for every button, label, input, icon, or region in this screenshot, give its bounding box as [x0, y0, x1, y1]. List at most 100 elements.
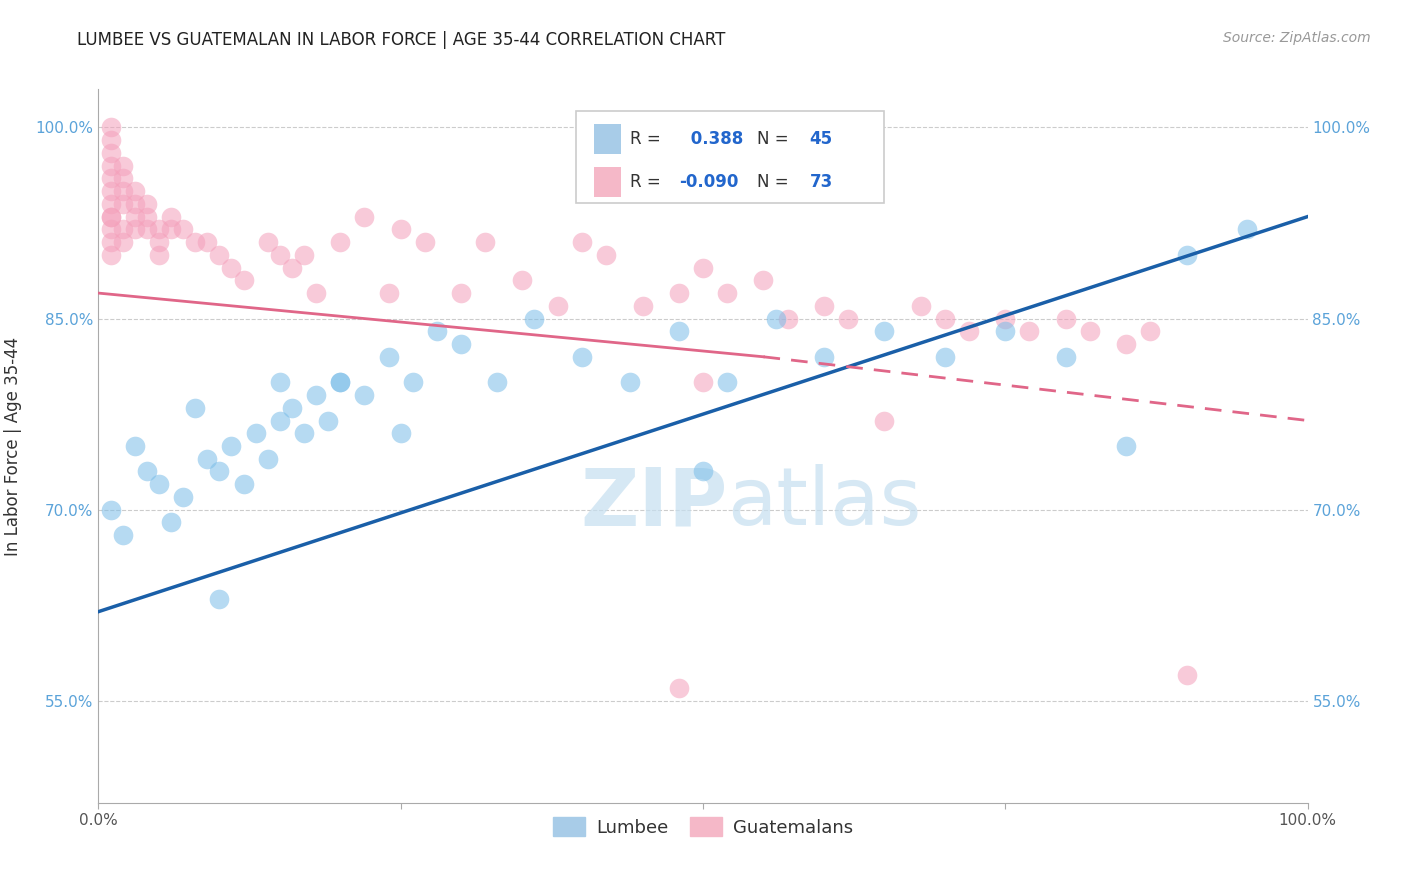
Point — [232, 273, 254, 287]
Point — [837, 311, 859, 326]
Point — [281, 401, 304, 415]
Point — [124, 439, 146, 453]
Point — [1078, 324, 1101, 338]
Point — [160, 210, 183, 224]
Point — [776, 311, 799, 326]
Text: 0.388: 0.388 — [685, 130, 744, 148]
Point — [208, 465, 231, 479]
Point — [668, 286, 690, 301]
Point — [269, 376, 291, 390]
Legend: Lumbee, Guatemalans: Lumbee, Guatemalans — [546, 810, 860, 844]
Point — [692, 465, 714, 479]
Point — [523, 311, 546, 326]
Text: N =: N = — [758, 173, 794, 191]
Point — [111, 159, 134, 173]
Point — [329, 235, 352, 249]
Point — [765, 311, 787, 326]
Point — [208, 591, 231, 606]
Point — [1115, 439, 1137, 453]
Point — [474, 235, 496, 249]
Point — [111, 528, 134, 542]
Point — [195, 451, 218, 466]
Point — [619, 376, 641, 390]
Point — [184, 235, 207, 249]
Point — [377, 350, 399, 364]
Point — [716, 376, 738, 390]
Point — [124, 222, 146, 236]
Point — [1175, 668, 1198, 682]
Point — [329, 376, 352, 390]
Point — [256, 451, 278, 466]
Point — [813, 299, 835, 313]
Point — [292, 426, 315, 441]
Point — [873, 413, 896, 427]
Point — [135, 465, 157, 479]
Y-axis label: In Labor Force | Age 35-44: In Labor Force | Age 35-44 — [4, 336, 21, 556]
Point — [595, 248, 617, 262]
Point — [389, 426, 412, 441]
Point — [111, 184, 134, 198]
Point — [413, 235, 436, 249]
Point — [692, 260, 714, 275]
Point — [195, 235, 218, 249]
Point — [148, 222, 170, 236]
Point — [281, 260, 304, 275]
Point — [172, 222, 194, 236]
Text: R =: R = — [630, 130, 666, 148]
Point — [100, 145, 122, 160]
Point — [873, 324, 896, 338]
Text: -0.090: -0.090 — [679, 173, 738, 191]
Point — [135, 210, 157, 224]
Point — [994, 324, 1017, 338]
Point — [245, 426, 267, 441]
Point — [100, 120, 122, 135]
Point — [100, 184, 122, 198]
FancyBboxPatch shape — [576, 111, 884, 203]
Point — [426, 324, 449, 338]
Point — [135, 222, 157, 236]
Point — [100, 248, 122, 262]
Point — [1236, 222, 1258, 236]
Point — [124, 184, 146, 198]
Point — [100, 197, 122, 211]
Point — [269, 413, 291, 427]
Point — [111, 235, 134, 249]
Point — [994, 311, 1017, 326]
Point — [1139, 324, 1161, 338]
Text: LUMBEE VS GUATEMALAN IN LABOR FORCE | AGE 35-44 CORRELATION CHART: LUMBEE VS GUATEMALAN IN LABOR FORCE | AG… — [77, 31, 725, 49]
Point — [934, 311, 956, 326]
Point — [716, 286, 738, 301]
Point — [752, 273, 775, 287]
Point — [510, 273, 533, 287]
Point — [389, 222, 412, 236]
Point — [221, 439, 243, 453]
Point — [1115, 337, 1137, 351]
Point — [148, 248, 170, 262]
Point — [124, 197, 146, 211]
Text: N =: N = — [758, 130, 794, 148]
Point — [135, 197, 157, 211]
Point — [100, 171, 122, 186]
Point — [160, 516, 183, 530]
Point — [450, 286, 472, 301]
Point — [100, 133, 122, 147]
Point — [100, 159, 122, 173]
Point — [668, 324, 690, 338]
Point — [353, 388, 375, 402]
Point — [402, 376, 425, 390]
Point — [329, 376, 352, 390]
Point — [148, 477, 170, 491]
Point — [305, 286, 328, 301]
Point — [631, 299, 654, 313]
Point — [160, 222, 183, 236]
Point — [377, 286, 399, 301]
Text: atlas: atlas — [727, 464, 921, 542]
Point — [148, 235, 170, 249]
Point — [208, 248, 231, 262]
Point — [957, 324, 980, 338]
Point — [1018, 324, 1040, 338]
FancyBboxPatch shape — [595, 168, 621, 197]
Point — [184, 401, 207, 415]
Point — [1054, 311, 1077, 326]
Point — [100, 222, 122, 236]
